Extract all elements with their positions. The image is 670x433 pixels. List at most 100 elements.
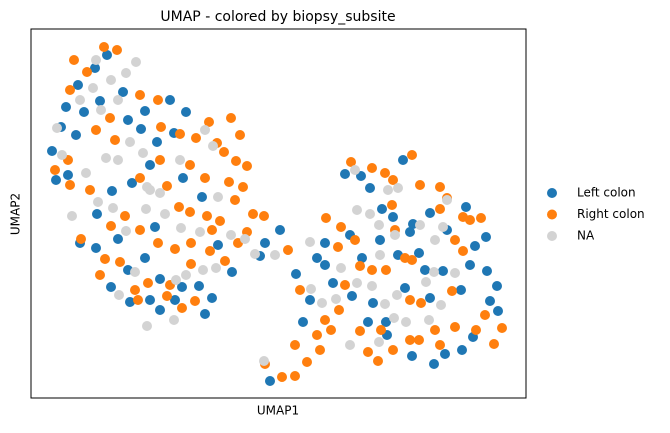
scatter-point — [162, 291, 172, 301]
scatter-point — [415, 180, 425, 190]
scatter-point — [106, 75, 116, 85]
scatter-point — [438, 222, 448, 232]
scatter-point — [52, 123, 62, 133]
scatter-point — [169, 315, 179, 325]
scatter-point — [430, 325, 440, 335]
scatter-point — [326, 325, 336, 335]
scatter-point — [176, 223, 186, 233]
scatter-point — [107, 186, 117, 196]
scatter-point — [373, 356, 383, 366]
scatter-point — [482, 266, 492, 276]
scatter-point — [440, 349, 450, 359]
scatter-point — [170, 244, 180, 254]
scatter-point — [481, 232, 491, 242]
points — [47, 42, 507, 386]
scatter-point — [430, 235, 440, 245]
scatter-point — [424, 315, 434, 325]
scatter-point — [165, 95, 175, 105]
scatter-point — [365, 183, 375, 193]
scatter-point — [130, 285, 140, 295]
scatter-point — [492, 281, 502, 291]
scatter-point — [136, 124, 146, 134]
scatter-point — [113, 95, 123, 105]
scatter-point — [345, 340, 355, 350]
scatter-point — [340, 169, 350, 179]
scatter-point — [374, 220, 384, 230]
scatter-point — [305, 237, 315, 247]
scatter-point — [470, 241, 480, 251]
scatter-point — [414, 335, 424, 345]
scatter-point — [476, 213, 486, 223]
scatter-point — [497, 323, 507, 333]
scatter-point — [405, 227, 415, 237]
scatter-point — [295, 285, 305, 295]
scatter-point — [321, 213, 331, 223]
scatter-point — [71, 130, 81, 140]
scatter-point — [305, 295, 315, 305]
scatter-point — [450, 235, 460, 245]
scatter-point — [91, 243, 101, 253]
scatter-point — [320, 260, 330, 270]
scatter-point — [73, 80, 83, 90]
legend-marker — [547, 188, 557, 198]
scatter-point — [465, 260, 475, 270]
scatter-point — [238, 182, 248, 192]
scatter-point — [197, 192, 207, 202]
scatter-point — [435, 340, 445, 350]
scatter-point — [235, 130, 245, 140]
scatter-point — [76, 234, 86, 244]
scatter-point — [357, 253, 367, 263]
scatter-point — [380, 168, 390, 178]
scatter-point — [153, 95, 163, 105]
scatter-point — [65, 85, 75, 95]
scatter-point — [213, 192, 223, 202]
scatter-point — [421, 277, 431, 287]
scatter-point — [355, 326, 365, 336]
scatter-point — [123, 115, 133, 125]
scatter-point — [200, 173, 210, 183]
scatter-point — [81, 168, 91, 178]
scatter-point — [92, 209, 102, 219]
scatter-point — [400, 283, 410, 293]
scatter-point — [108, 203, 118, 213]
scatter-point — [270, 250, 280, 260]
scatter-point — [131, 57, 141, 67]
scatter-point — [106, 282, 116, 292]
scatter-point — [407, 351, 417, 361]
scatter-point — [328, 278, 338, 288]
scatter-point — [425, 208, 435, 218]
scatter-point — [145, 160, 155, 170]
scatter-point — [114, 290, 124, 300]
scatter-point — [100, 254, 110, 264]
scatter-point — [429, 267, 439, 277]
scatter-point — [260, 238, 270, 248]
scatter-point — [388, 175, 398, 185]
scatter-point — [135, 173, 145, 183]
scatter-point — [388, 345, 398, 355]
legend-label: Right colon — [577, 207, 645, 221]
scatter-point — [334, 305, 344, 315]
scatter-point — [333, 242, 343, 252]
scatter-point — [429, 359, 439, 369]
scatter-point — [226, 230, 236, 240]
scatter-point — [381, 265, 391, 275]
scatter-point — [142, 182, 152, 192]
scatter-point — [63, 170, 73, 180]
scatter-point — [67, 211, 77, 221]
scatter-point — [208, 141, 218, 151]
scatter-point — [248, 209, 258, 219]
scatter-point — [79, 107, 89, 117]
scatter-point — [331, 294, 341, 304]
scatter-point — [393, 183, 403, 193]
scatter-point — [135, 90, 145, 100]
scatter-point — [51, 175, 61, 185]
scatter-point — [133, 295, 143, 305]
scatter-point — [135, 225, 145, 235]
scatter-point — [471, 325, 481, 335]
scatter-point — [152, 137, 162, 147]
scatter-point — [113, 155, 123, 165]
scatter-point — [298, 317, 308, 327]
scatter-point — [438, 266, 448, 276]
scatter-point — [320, 315, 330, 325]
